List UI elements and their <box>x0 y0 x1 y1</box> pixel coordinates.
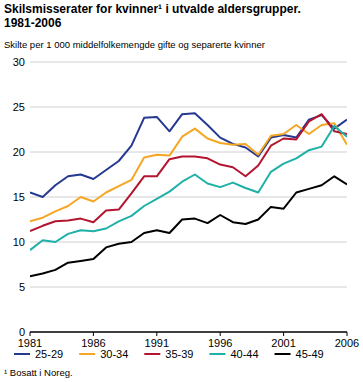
legend-swatch <box>14 353 30 355</box>
x-tick-label: 2006 <box>335 337 359 349</box>
legend-label: 40-44 <box>230 348 258 360</box>
y-tick-label: 30 <box>13 56 25 68</box>
x-tick-label: 1996 <box>208 337 232 349</box>
x-tick <box>93 332 94 336</box>
grid-line <box>30 287 347 288</box>
subtitle: Skilte per 1 000 middelfolkemengde gifte… <box>4 39 265 50</box>
grid-line <box>30 197 347 198</box>
y-tick-label: 20 <box>13 146 25 158</box>
y-tick-label: 25 <box>13 101 25 113</box>
series-line <box>30 126 347 250</box>
series-line <box>30 123 347 221</box>
legend-swatch <box>144 353 160 355</box>
chart: Skilsmisserater for kvinner¹ i utvalde a… <box>0 0 363 382</box>
grid-line <box>30 62 347 63</box>
y-tick-label: 10 <box>13 236 25 248</box>
legend-swatch <box>209 353 225 355</box>
x-tick-label: 2001 <box>271 337 295 349</box>
footnote: ¹ Bosatt i Noreg. <box>4 367 73 378</box>
y-tick-label: 5 <box>19 281 25 293</box>
legend-swatch <box>275 353 291 355</box>
x-tick <box>347 332 348 336</box>
x-tick <box>283 332 284 336</box>
legend-label: 45-49 <box>296 348 324 360</box>
series-line <box>30 176 347 276</box>
legend-label: 35-39 <box>165 348 193 360</box>
x-tick <box>220 332 221 336</box>
legend-label: 25-29 <box>35 348 63 360</box>
x-tick <box>156 332 157 336</box>
legend-label: 30-34 <box>100 348 128 360</box>
grid-line <box>30 332 347 333</box>
grid-line <box>30 242 347 243</box>
grid-line <box>30 152 347 153</box>
legend-swatch <box>79 353 95 355</box>
series-line <box>30 114 347 231</box>
x-tick <box>30 332 31 336</box>
title: Skilsmisserater for kvinner¹ i utvalde a… <box>4 2 301 30</box>
plot-area <box>30 113 347 276</box>
grid-line <box>30 107 347 108</box>
y-tick-label: 15 <box>13 191 25 203</box>
x-axis <box>30 332 347 333</box>
